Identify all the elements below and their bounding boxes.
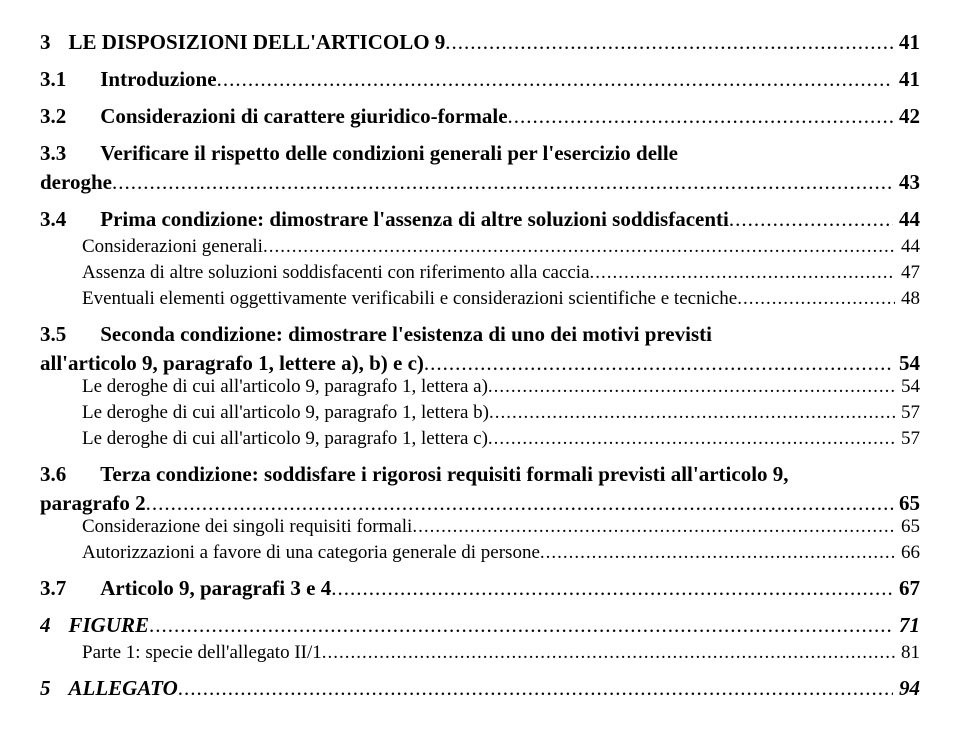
entry-page: 41 (893, 67, 920, 92)
leader-dots (540, 542, 895, 564)
toc-subitem: Considerazione dei singoli requisiti for… (82, 516, 920, 538)
toc-subitem: Le deroghe di cui all'articolo 9, paragr… (82, 428, 920, 450)
leader-dots (112, 170, 893, 195)
leader-dots (322, 642, 895, 664)
entry-page: 41 (893, 30, 920, 55)
toc-section-3-6: 3.6 Terza condizione: soddisfare i rigor… (40, 462, 920, 516)
entry-page: 57 (895, 428, 920, 450)
toc-section-3-7: 3.7 Articolo 9, paragrafi 3 e 4 67 (40, 576, 920, 601)
entry-title: Considerazione dei singoli requisiti for… (82, 516, 412, 538)
toc-subitem: Autorizzazioni a favore di una categoria… (82, 542, 920, 564)
leader-dots (331, 576, 893, 601)
leader-dots (590, 262, 895, 284)
entry-title: Articolo 9, paragrafi 3 e 4 (100, 576, 331, 601)
entry-title-line1: Verificare il rispetto delle condizioni … (100, 141, 678, 166)
entry-title: Introduzione (100, 67, 216, 92)
entry-title: Considerazioni generali (82, 236, 263, 258)
leader-dots (488, 428, 895, 450)
entry-page: 48 (895, 288, 920, 310)
toc-subitem: Parte 1: specie dell'allegato II/1 81 (82, 642, 920, 664)
leader-dots (146, 491, 893, 516)
toc-section-3-1: 3.1 Introduzione 41 (40, 67, 920, 92)
entry-title-line1: Seconda condizione: dimostrare l'esisten… (100, 322, 712, 347)
entry-title: ALLEGATO (69, 676, 178, 701)
entry-page: 94 (893, 676, 920, 701)
toc-subitem: Le deroghe di cui all'articolo 9, paragr… (82, 402, 920, 424)
entry-number: 3.1 (40, 67, 66, 92)
toc-subitem: Le deroghe di cui all'articolo 9, paragr… (82, 376, 920, 398)
entry-page: 47 (895, 262, 920, 284)
toc-chapter-3: 3 LE DISPOSIZIONI DELL'ARTICOLO 9 41 (40, 30, 920, 55)
toc-subitem: Considerazioni generali 44 (82, 236, 920, 258)
entry-page: 44 (895, 236, 920, 258)
entry-title-line2: all'articolo 9, paragrafo 1, lettere a),… (40, 351, 424, 376)
entry-page: 57 (895, 402, 920, 424)
entry-title-line1: Terza condizione: soddisfare i rigorosi … (100, 462, 788, 487)
leader-dots (737, 288, 895, 310)
toc-chapter-5: 5 ALLEGATO 94 (40, 676, 920, 701)
entry-page: 65 (893, 491, 920, 516)
toc-subitem: Eventuali elementi oggettivamente verifi… (82, 288, 920, 310)
entry-page: 71 (893, 613, 920, 638)
entry-page: 67 (893, 576, 920, 601)
leader-dots (217, 67, 893, 92)
entry-number: 3.3 (40, 141, 66, 166)
entry-page: 65 (895, 516, 920, 538)
leader-dots (488, 376, 895, 398)
entry-number: 3.7 (40, 576, 66, 601)
entry-number: 3 (40, 30, 51, 55)
entry-page: 44 (893, 207, 920, 232)
entry-number: 3.6 (40, 462, 66, 487)
entry-title: FIGURE (69, 613, 150, 638)
entry-title: Assenza di altre soluzioni soddisfacenti… (82, 262, 590, 284)
leader-dots (445, 30, 893, 55)
entry-page: 81 (895, 642, 920, 664)
entry-page: 54 (893, 351, 920, 376)
entry-number: 3.4 (40, 207, 66, 232)
toc-section-3-3: 3.3 Verificare il rispetto delle condizi… (40, 141, 920, 195)
entry-page: 43 (893, 170, 920, 195)
leader-dots (263, 236, 895, 258)
toc-section-3-2: 3.2 Considerazioni di carattere giuridic… (40, 104, 920, 129)
entry-title: Le deroghe di cui all'articolo 9, paragr… (82, 402, 489, 424)
leader-dots (412, 516, 895, 538)
leader-dots (729, 207, 893, 232)
entry-number: 4 (40, 613, 51, 638)
entry-title: Considerazioni di carattere giuridico-fo… (100, 104, 507, 129)
entry-title: Eventuali elementi oggettivamente verifi… (82, 288, 737, 310)
entry-title: LE DISPOSIZIONI DELL'ARTICOLO 9 (69, 30, 446, 55)
entry-title: Le deroghe di cui all'articolo 9, paragr… (82, 376, 488, 398)
entry-page: 54 (895, 376, 920, 398)
entry-title-line2: deroghe (40, 170, 112, 195)
entry-title-line2: paragrafo 2 (40, 491, 146, 516)
leader-dots (178, 676, 893, 701)
leader-dots (149, 613, 893, 638)
toc-section-3-5: 3.5 Seconda condizione: dimostrare l'esi… (40, 322, 920, 376)
toc-subitem: Assenza di altre soluzioni soddisfacenti… (82, 262, 920, 284)
entry-title: Parte 1: specie dell'allegato II/1 (82, 642, 322, 664)
toc-chapter-4: 4 FIGURE 71 (40, 613, 920, 638)
entry-title: Le deroghe di cui all'articolo 9, paragr… (82, 428, 488, 450)
leader-dots (489, 402, 895, 424)
entry-number: 3.2 (40, 104, 66, 129)
leader-dots (508, 104, 893, 129)
toc-section-3-4: 3.4 Prima condizione: dimostrare l'assen… (40, 207, 920, 232)
entry-title: Prima condizione: dimostrare l'assenza d… (100, 207, 729, 232)
entry-number: 3.5 (40, 322, 66, 347)
entry-page: 42 (893, 104, 920, 129)
entry-title: Autorizzazioni a favore di una categoria… (82, 542, 540, 564)
leader-dots (424, 351, 893, 376)
entry-page: 66 (895, 542, 920, 564)
entry-number: 5 (40, 676, 51, 701)
